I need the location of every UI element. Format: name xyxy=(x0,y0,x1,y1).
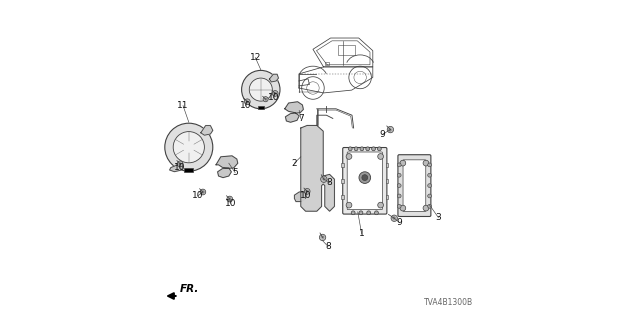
Circle shape xyxy=(359,211,363,215)
Bar xyxy=(342,179,344,183)
Text: 8: 8 xyxy=(327,178,332,187)
Bar xyxy=(342,195,344,199)
Circle shape xyxy=(250,78,273,101)
FancyBboxPatch shape xyxy=(347,152,383,210)
Circle shape xyxy=(177,161,183,167)
Circle shape xyxy=(428,194,431,198)
Circle shape xyxy=(400,205,406,211)
Text: 10: 10 xyxy=(240,101,252,110)
Bar xyxy=(325,62,329,65)
Text: 10: 10 xyxy=(174,164,186,172)
Circle shape xyxy=(346,202,352,208)
Circle shape xyxy=(428,204,431,208)
Circle shape xyxy=(423,160,429,166)
Circle shape xyxy=(319,234,326,241)
Circle shape xyxy=(397,184,401,188)
Circle shape xyxy=(428,184,431,188)
Text: 5: 5 xyxy=(232,168,238,177)
Circle shape xyxy=(397,173,401,177)
Circle shape xyxy=(372,147,376,151)
Circle shape xyxy=(374,211,378,215)
Bar xyxy=(385,195,388,199)
Text: 10: 10 xyxy=(225,199,236,208)
Text: 1: 1 xyxy=(359,229,364,238)
Circle shape xyxy=(173,132,204,163)
Circle shape xyxy=(397,194,401,198)
Text: 10: 10 xyxy=(300,191,312,200)
Text: 9: 9 xyxy=(397,218,402,227)
Circle shape xyxy=(428,173,431,177)
Text: 10: 10 xyxy=(268,93,279,102)
Circle shape xyxy=(348,147,352,151)
FancyBboxPatch shape xyxy=(343,148,387,214)
Circle shape xyxy=(391,215,397,221)
Text: 11: 11 xyxy=(177,101,189,110)
Text: 8: 8 xyxy=(325,242,331,251)
Circle shape xyxy=(428,163,431,167)
Text: 7: 7 xyxy=(298,114,303,123)
Polygon shape xyxy=(285,102,303,122)
Circle shape xyxy=(242,70,280,109)
Bar xyxy=(258,106,264,109)
Circle shape xyxy=(165,123,212,171)
Circle shape xyxy=(378,147,381,151)
Circle shape xyxy=(397,163,401,167)
Polygon shape xyxy=(294,192,306,202)
Text: 10: 10 xyxy=(192,191,204,200)
Circle shape xyxy=(378,202,383,208)
Circle shape xyxy=(200,189,206,195)
Text: 3: 3 xyxy=(436,213,441,222)
Polygon shape xyxy=(301,125,334,211)
Circle shape xyxy=(263,97,268,102)
Circle shape xyxy=(400,160,406,166)
Circle shape xyxy=(366,147,370,151)
FancyBboxPatch shape xyxy=(403,160,426,211)
Bar xyxy=(338,45,355,55)
Circle shape xyxy=(305,188,310,194)
Circle shape xyxy=(360,147,364,151)
Bar xyxy=(184,168,193,172)
Circle shape xyxy=(227,196,233,202)
Circle shape xyxy=(273,91,278,96)
Bar xyxy=(385,179,388,183)
Circle shape xyxy=(423,205,429,211)
Circle shape xyxy=(244,99,250,105)
Text: FR.: FR. xyxy=(180,284,199,294)
Circle shape xyxy=(346,154,352,159)
Polygon shape xyxy=(269,74,278,82)
Text: 12: 12 xyxy=(250,53,261,62)
Circle shape xyxy=(387,126,394,133)
Circle shape xyxy=(362,175,368,180)
Circle shape xyxy=(378,154,383,159)
Polygon shape xyxy=(216,156,238,178)
FancyBboxPatch shape xyxy=(398,155,431,216)
Polygon shape xyxy=(170,165,183,172)
Bar xyxy=(385,163,388,167)
Circle shape xyxy=(321,176,327,182)
Polygon shape xyxy=(201,125,212,135)
Circle shape xyxy=(397,204,401,208)
Circle shape xyxy=(351,211,355,215)
Circle shape xyxy=(354,147,358,151)
Bar xyxy=(342,163,344,167)
Text: 2: 2 xyxy=(292,159,297,168)
Circle shape xyxy=(359,172,371,183)
Circle shape xyxy=(367,211,371,215)
Text: TVA4B1300B: TVA4B1300B xyxy=(424,298,473,307)
Text: 9: 9 xyxy=(380,130,385,139)
